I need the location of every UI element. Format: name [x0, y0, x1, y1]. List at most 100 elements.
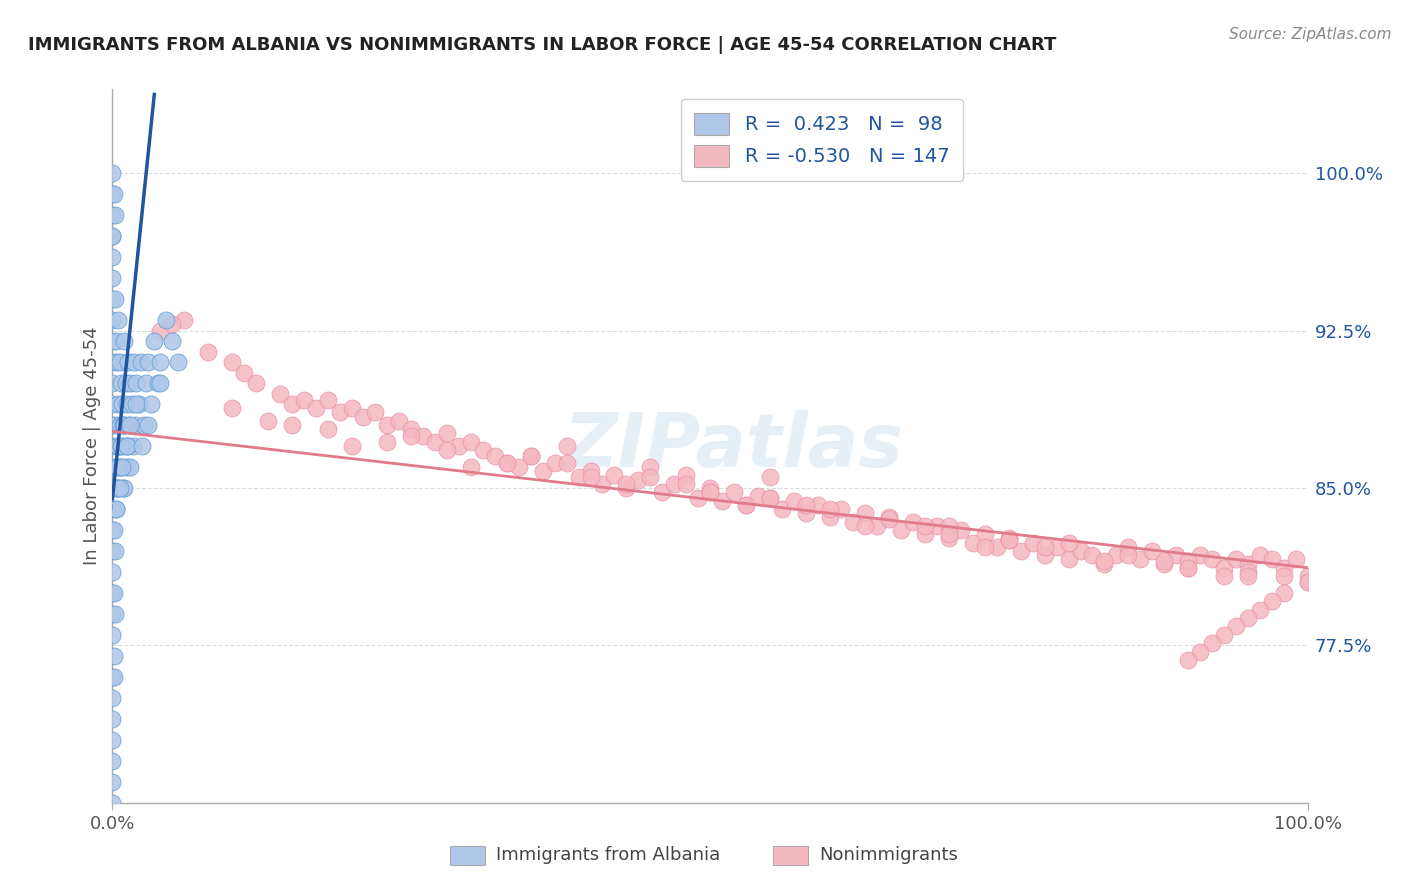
Point [614, 481, 637, 495]
Point [818, 510, 841, 524]
Point [104, 607, 127, 621]
Point [807, 498, 830, 512]
Point [118, 417, 141, 432]
Point [543, 456, 565, 470]
Point [115, 397, 138, 411]
Point [162, 318, 183, 332]
Point [1296, 575, 1319, 590]
Point [579, 470, 602, 484]
Point [111, 460, 134, 475]
Point [1189, 645, 1212, 659]
Point [531, 464, 554, 478]
Point [101, 460, 124, 475]
Point [101, 481, 124, 495]
Point [1010, 544, 1032, 558]
Point [925, 518, 948, 533]
Point [221, 401, 243, 416]
Point [105, 355, 128, 369]
Point [364, 405, 387, 419]
Point [520, 450, 543, 464]
Point [101, 355, 124, 369]
Point [104, 544, 127, 558]
Point [257, 414, 280, 428]
Point [1260, 552, 1282, 566]
Point [675, 476, 697, 491]
Point [388, 414, 411, 428]
Point [101, 250, 124, 264]
Point [1021, 535, 1043, 549]
Point [107, 439, 129, 453]
Point [877, 512, 900, 526]
Point [328, 405, 352, 419]
Point [340, 439, 363, 453]
Point [425, 434, 447, 449]
Point [138, 417, 160, 432]
Point [1177, 560, 1199, 574]
Point [101, 397, 124, 411]
Point [1129, 552, 1152, 566]
Point [107, 397, 129, 411]
Point [131, 439, 153, 453]
Point [973, 527, 995, 541]
Point [139, 397, 162, 411]
Point [1249, 603, 1271, 617]
Point [496, 456, 519, 470]
Point [818, 502, 841, 516]
Point [101, 523, 124, 537]
Point [104, 292, 127, 306]
Point [110, 439, 132, 453]
Point [155, 313, 177, 327]
Point [105, 481, 128, 495]
Point [627, 473, 650, 487]
Point [129, 355, 152, 369]
Point [866, 518, 889, 533]
Point [101, 690, 124, 705]
Point [121, 439, 143, 453]
Point [377, 434, 399, 449]
Point [711, 493, 734, 508]
Point [591, 476, 613, 491]
Point [292, 392, 315, 407]
Point [853, 506, 877, 520]
Point [114, 376, 136, 390]
Point [890, 523, 912, 537]
Point [103, 586, 125, 600]
Point [316, 392, 339, 407]
Point [120, 417, 142, 432]
Point [101, 313, 124, 327]
Point [107, 313, 129, 327]
Point [101, 774, 124, 789]
Point [101, 187, 124, 202]
Point [938, 532, 960, 546]
Point [107, 481, 129, 495]
Point [167, 355, 190, 369]
Point [1105, 548, 1128, 562]
Point [197, 344, 219, 359]
Point [938, 518, 960, 533]
Point [117, 355, 139, 369]
Point [114, 439, 136, 453]
Point [1285, 552, 1308, 566]
Point [101, 565, 124, 579]
Point [105, 334, 128, 348]
Point [1153, 557, 1175, 571]
Point [232, 366, 256, 380]
Point [401, 428, 423, 442]
Point [903, 515, 925, 529]
Point [1272, 569, 1295, 583]
Point [146, 376, 169, 390]
Point [124, 417, 146, 432]
Point [1092, 557, 1115, 571]
Point [101, 670, 124, 684]
Point [101, 229, 124, 244]
Point [651, 485, 673, 500]
Point [436, 426, 458, 441]
Point [949, 523, 972, 537]
Point [998, 533, 1021, 548]
Point [149, 376, 172, 390]
Point [377, 417, 399, 432]
Point [101, 502, 124, 516]
Point [1057, 552, 1080, 566]
Point [101, 544, 124, 558]
Point [1212, 569, 1236, 583]
